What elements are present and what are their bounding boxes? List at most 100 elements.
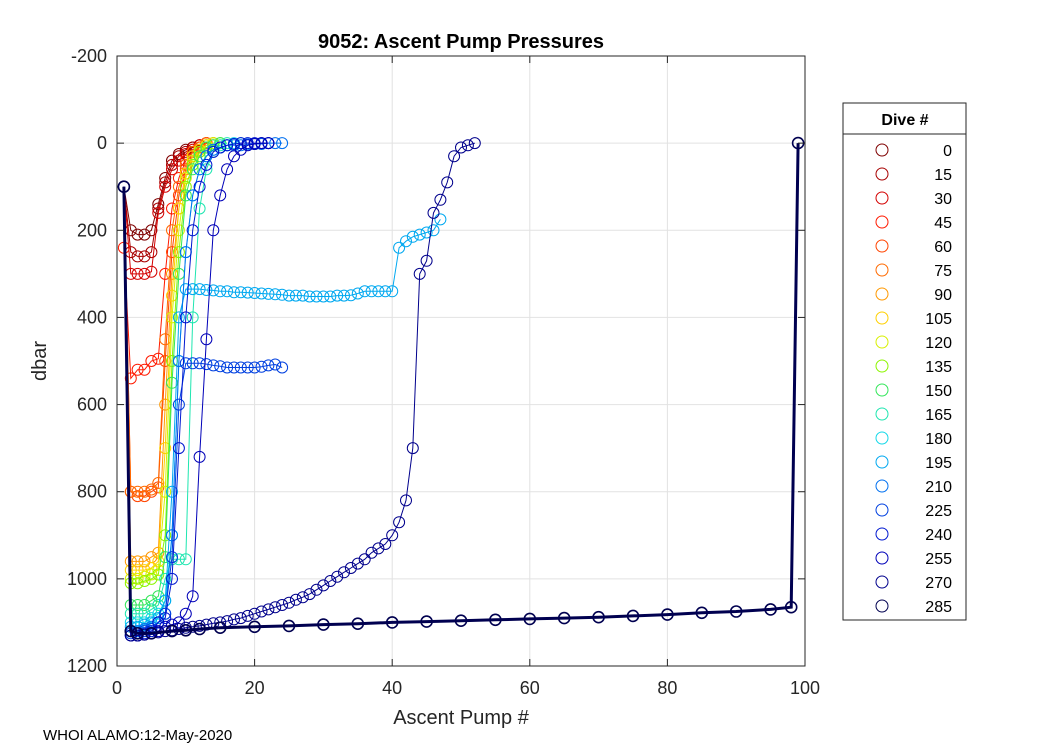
data-point <box>255 360 268 373</box>
data-point <box>344 562 357 574</box>
data-point <box>262 137 275 150</box>
data-point <box>489 613 502 627</box>
legend-label: 135 <box>925 359 952 376</box>
data-point <box>159 442 172 455</box>
data-point <box>262 603 275 616</box>
data-point <box>131 363 144 376</box>
data-point <box>131 572 144 585</box>
data-point <box>234 143 247 156</box>
data-point <box>255 137 268 150</box>
data-point <box>166 529 178 542</box>
data-point <box>152 590 165 603</box>
legend-label: 120 <box>925 335 952 352</box>
data-point <box>186 311 199 324</box>
data-point <box>138 618 151 631</box>
legend-label: 60 <box>934 239 952 256</box>
data-point <box>661 608 674 621</box>
data-point <box>200 163 213 176</box>
data-point <box>152 607 165 620</box>
data-point <box>317 618 330 631</box>
data-point <box>166 163 178 176</box>
series-line-15 <box>123 142 207 257</box>
legend-label: 0 <box>943 143 952 160</box>
data-point <box>138 228 151 241</box>
data-point <box>131 599 144 611</box>
legend-marker <box>875 191 889 205</box>
data-point <box>159 612 172 625</box>
data-point <box>131 485 144 498</box>
data-point <box>179 553 192 566</box>
data-point <box>159 180 172 193</box>
plot-frame <box>116 55 806 667</box>
data-point <box>172 398 185 411</box>
data-point <box>400 235 412 248</box>
data-point <box>200 150 213 163</box>
series-line-270 <box>123 142 475 636</box>
data-point <box>138 363 151 376</box>
data-point <box>557 611 571 625</box>
data-point <box>214 360 227 373</box>
y-tick-label: 800 <box>77 482 107 502</box>
data-point <box>248 287 261 299</box>
data-point <box>241 609 254 622</box>
legend-label: 150 <box>925 383 952 400</box>
data-point <box>358 285 371 298</box>
data-point <box>186 590 199 603</box>
data-point <box>193 622 206 636</box>
data-point <box>406 442 419 455</box>
data-point <box>379 538 392 550</box>
data-point <box>207 284 220 297</box>
data-point <box>145 483 158 496</box>
legend-marker <box>875 551 889 565</box>
data-point <box>310 290 323 303</box>
series-line-75 <box>123 142 207 493</box>
data-point <box>358 553 371 566</box>
data-point <box>172 150 185 163</box>
data-point <box>400 494 412 507</box>
data-point <box>214 141 227 154</box>
data-point <box>145 224 158 237</box>
legend-label: 180 <box>925 431 952 448</box>
data-point <box>255 287 268 300</box>
data-point <box>289 593 302 606</box>
data-point <box>269 137 282 150</box>
data-point <box>200 284 213 296</box>
data-point <box>351 287 364 300</box>
data-point <box>276 137 289 150</box>
data-point <box>413 228 426 241</box>
data-point <box>214 285 227 298</box>
data-point <box>138 485 151 498</box>
legend-marker <box>875 263 889 277</box>
data-point <box>166 376 178 389</box>
y-tick-label: 1000 <box>67 569 107 589</box>
data-point <box>248 607 261 620</box>
data-point <box>200 141 213 154</box>
legend-label: 285 <box>925 599 952 616</box>
data-point <box>165 624 179 638</box>
legend-marker <box>875 359 889 373</box>
data-point <box>172 246 185 259</box>
legend-label: 15 <box>934 167 952 184</box>
legend-entry-15: 15 <box>875 167 952 184</box>
data-point <box>386 529 399 542</box>
data-point <box>159 607 172 620</box>
data-point <box>386 285 399 298</box>
data-point <box>200 158 213 171</box>
data-point <box>441 176 454 189</box>
data-point <box>434 193 447 206</box>
data-point <box>455 141 467 154</box>
legend-label: 30 <box>934 191 952 208</box>
data-point <box>461 139 474 152</box>
series-285 <box>117 136 805 640</box>
data-point <box>228 613 240 626</box>
data-point <box>166 485 178 498</box>
data-point <box>695 606 709 620</box>
data-point <box>200 333 213 346</box>
data-point <box>179 311 192 324</box>
data-point <box>228 150 240 163</box>
data-point <box>179 189 192 202</box>
data-point <box>454 614 468 628</box>
data-point <box>152 477 165 489</box>
data-point <box>200 618 213 631</box>
data-point <box>372 285 385 298</box>
